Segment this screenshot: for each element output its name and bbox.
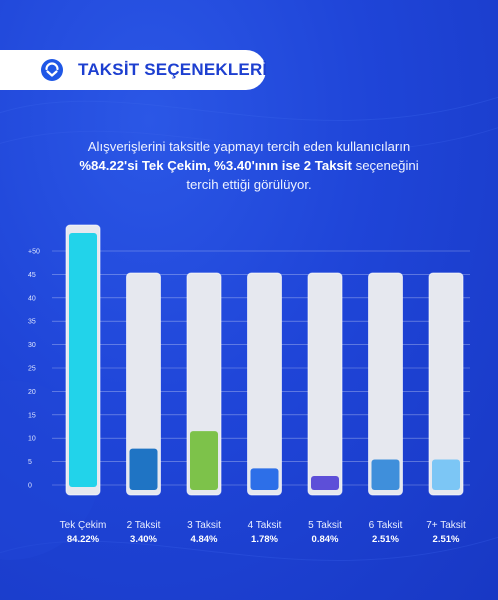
- y-tick-label: 5: [28, 459, 32, 466]
- x-value-label: 4.84%: [191, 534, 218, 545]
- bar-2: [129, 448, 158, 490]
- x-category-label: 5 Taksit: [308, 520, 342, 531]
- bar-track: [307, 272, 343, 496]
- intro-line-3: tercih ettiği görülüyor.: [186, 177, 312, 192]
- intro-line-1: Alışverişlerini taksitle yapmayı tercih …: [87, 139, 411, 154]
- x-category-label: 3 Taksit: [187, 520, 221, 531]
- bar-track: [126, 272, 161, 496]
- x-category-label: 2 Taksit: [127, 520, 161, 531]
- bar-3: [190, 431, 218, 490]
- bar-5: [311, 476, 339, 490]
- intro-text: Alışverişlerini taksitle yapmayı tercih …: [40, 137, 458, 194]
- header-banner: TAKSİT SEÇENEKLERİ: [0, 50, 268, 90]
- y-tick-label: 0: [28, 483, 32, 490]
- x-category-label: Tek Çekim: [60, 520, 107, 531]
- bar-4: [250, 468, 279, 490]
- page-title: TAKSİT SEÇENEKLERİ: [78, 60, 268, 79]
- y-tick-label: +50: [28, 249, 40, 256]
- intro-line-2-rest: seçeneğini: [351, 158, 419, 173]
- x-category-label: 7+ Taksit: [426, 520, 466, 531]
- y-tick-label: 45: [28, 272, 36, 279]
- bar-track: [368, 272, 403, 496]
- y-tick-label: 10: [28, 436, 36, 443]
- intro-highlight: %84.22'si Tek Çekim, %3.40'ının ise 2 Ta…: [79, 158, 352, 173]
- y-tick-label: 40: [28, 295, 36, 302]
- x-value-label: 2.51%: [433, 534, 460, 545]
- x-category-label: 6 Taksit: [369, 520, 403, 531]
- y-tick-label: 20: [28, 389, 36, 396]
- intro-line-2: %84.22'si Tek Çekim, %3.40'ının ise 2 Ta…: [40, 156, 458, 175]
- brand-logo-icon: [41, 59, 63, 81]
- bar-1: [69, 233, 97, 487]
- x-category-label: 4 Taksit: [248, 520, 282, 531]
- x-value-label: 1.78%: [251, 534, 278, 545]
- installment-bar-chart: +50 45 40 35 30 25 20 15 10 5 0 Tek Çekim 84.22% 2 Ta…: [28, 224, 470, 545]
- y-tick-label: 15: [28, 412, 36, 419]
- x-value-label: 84.22%: [67, 534, 100, 545]
- y-tick-label: 35: [28, 319, 36, 326]
- x-value-label: 2.51%: [372, 534, 399, 545]
- bar-6: [371, 459, 400, 490]
- bar-track: [247, 272, 282, 496]
- bar-track: [428, 272, 464, 496]
- x-value-label: 0.84%: [312, 534, 339, 545]
- bar-7: [432, 459, 460, 490]
- y-tick-label: 25: [28, 366, 36, 373]
- y-tick-label: 30: [28, 342, 36, 349]
- x-value-label: 3.40%: [130, 534, 157, 545]
